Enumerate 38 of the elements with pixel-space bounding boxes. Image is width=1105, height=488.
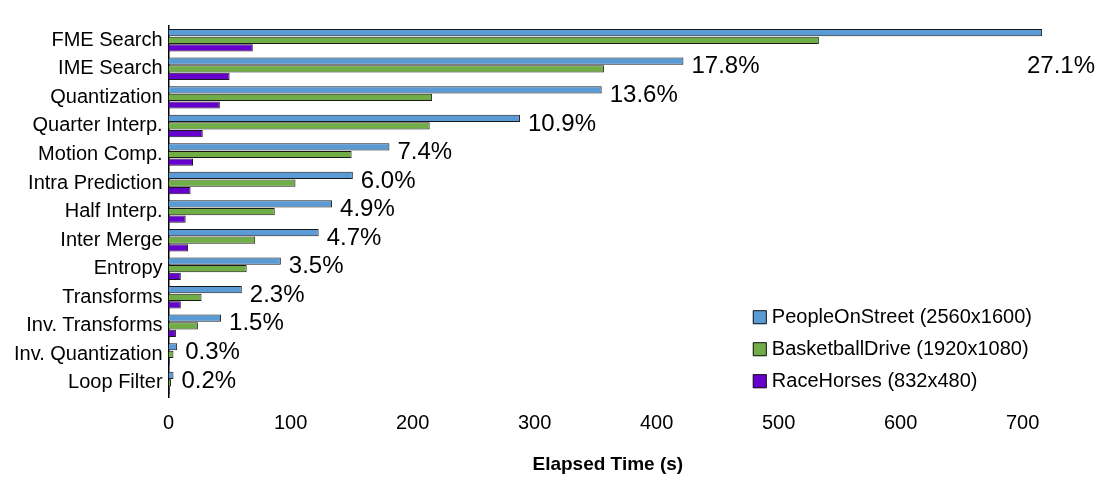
y-tick-label: Intra Prediction xyxy=(28,170,163,193)
x-tick-label: 100 xyxy=(273,410,308,433)
x-tick-label: 700 xyxy=(1005,410,1040,433)
x-tick-label: 500 xyxy=(761,410,796,433)
y-tick-label: Transforms xyxy=(62,284,163,307)
y-tick-label: Motion Comp. xyxy=(38,142,163,165)
annotation: 0.2% xyxy=(181,365,237,393)
y-tick-label: Quarter Interp. xyxy=(32,113,163,136)
x-tick-label: 300 xyxy=(517,410,552,433)
annotation: 1.5% xyxy=(229,308,284,336)
annotation: 6.0% xyxy=(360,165,416,193)
annotation: 13.6% xyxy=(609,80,678,108)
annotation: 2.3% xyxy=(249,279,305,307)
y-tick-label: Inter Merge xyxy=(60,227,163,250)
y-tick-label: Entropy xyxy=(93,256,163,279)
legend-label: BasketballDrive (1920x1080) xyxy=(771,336,1029,359)
y-tick-label: FME Search xyxy=(51,27,163,50)
annotation: 4.7% xyxy=(326,222,382,250)
annotation: 17.8% xyxy=(691,51,760,79)
annotation: 4.9% xyxy=(340,194,395,222)
annotation: 3.5% xyxy=(288,251,344,279)
y-tick-label: Inv. Transforms xyxy=(26,313,163,336)
x-axis-title: Elapsed Time (s) xyxy=(532,452,684,474)
annotation: 0.3% xyxy=(185,336,240,364)
x-tick-label: 400 xyxy=(639,410,674,433)
y-tick-label: Loop Filter xyxy=(68,370,163,393)
y-tick-label: IME Search xyxy=(58,56,163,79)
y-tick-label: Inv. Quantization xyxy=(13,341,163,364)
annotation: 7.4% xyxy=(397,137,453,165)
y-tick-label: Quantization xyxy=(50,84,163,107)
legend-label: PeopleOnStreet (2560x1600) xyxy=(771,304,1033,327)
x-tick-label: 0 xyxy=(163,410,175,433)
x-tick-label: 600 xyxy=(883,410,918,433)
x-tick-label: 200 xyxy=(395,410,430,433)
annotation: 27.1% xyxy=(1026,50,1096,78)
legend-label: RaceHorses (832x480) xyxy=(771,368,978,391)
annotation: 10.9% xyxy=(527,108,597,136)
y-tick-label: Half Interp. xyxy=(64,199,163,222)
